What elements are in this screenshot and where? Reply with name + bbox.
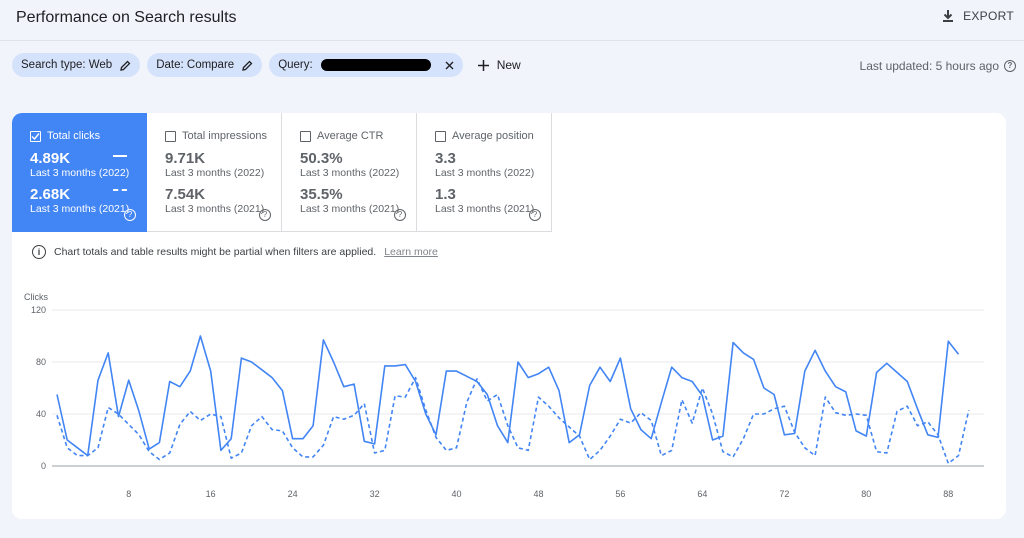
metric-value-current: 50.3% — [300, 150, 343, 167]
x-tick-label: 64 — [697, 489, 707, 499]
metric-value-previous: 7.54K — [165, 186, 206, 203]
checked-checkbox-icon[interactable] — [30, 130, 41, 142]
page-title: Performance on Search results — [16, 9, 237, 26]
series-line-previous — [56, 376, 970, 465]
pencil-icon[interactable] — [242, 60, 253, 71]
metric-period-current: Last 3 months (2022) — [435, 167, 535, 179]
metric-period-current: Last 3 months (2022) — [300, 167, 400, 179]
metric-value-previous: 2.68K — [30, 186, 71, 203]
help-icon[interactable]: ? — [529, 209, 541, 221]
metric-total-clicks[interactable]: Total clicks 4.89K Last 3 months (2022) … — [12, 113, 147, 232]
filter-bar: Search type: Web Date: Compare Query: Ne… — [12, 53, 521, 77]
metric-label: Total clicks — [47, 130, 101, 142]
query-filter-chip[interactable]: Query: — [269, 53, 463, 77]
metric-average-position[interactable]: Average position 3.3 Last 3 months (2022… — [417, 113, 552, 232]
new-filter-button[interactable]: New — [477, 58, 521, 72]
checkbox-icon[interactable] — [165, 130, 176, 142]
page-header: Performance on Search results EXPORT — [0, 0, 1024, 41]
export-button[interactable]: EXPORT — [941, 9, 1014, 23]
help-icon[interactable]: ? — [259, 209, 271, 221]
help-icon[interactable]: ? — [394, 209, 406, 221]
redacted-query-text — [320, 59, 431, 71]
info-icon: i — [32, 245, 46, 259]
metric-average-ctr[interactable]: Average CTR 50.3% Last 3 months (2022) 3… — [282, 113, 417, 232]
close-icon[interactable] — [445, 61, 454, 70]
notice-text: Chart totals and table results might be … — [54, 246, 377, 258]
x-tick-label: 56 — [615, 489, 625, 499]
x-tick-label: 32 — [370, 489, 380, 499]
y-tick-label: 0 — [41, 461, 46, 471]
metric-label: Total impressions — [182, 130, 267, 142]
y-tick-label: 80 — [36, 357, 46, 367]
pencil-icon[interactable] — [120, 60, 131, 71]
y-tick-label: 120 — [31, 305, 46, 315]
x-tick-label: 16 — [206, 489, 216, 499]
x-tick-label: 72 — [779, 489, 789, 499]
last-updated: Last updated: 5 hours ago ? — [860, 59, 1016, 73]
download-icon — [943, 10, 954, 22]
help-icon[interactable]: ? — [124, 209, 136, 221]
metric-value-previous: 1.3 — [435, 186, 456, 203]
metric-period-current: Last 3 months (2022) — [30, 167, 130, 179]
metric-value-current: 4.89K — [30, 150, 71, 167]
metric-value-previous: 35.5% — [300, 186, 343, 203]
metric-value-current: 9.71K — [165, 150, 206, 167]
metric-period-previous: Last 3 months (2021) — [300, 203, 400, 215]
chip-label: Date: Compare — [156, 59, 235, 71]
y-tick-label: 40 — [36, 409, 46, 419]
x-tick-label: 88 — [943, 489, 953, 499]
dashed-line-legend-icon — [113, 189, 127, 191]
learn-more-link[interactable]: Learn more — [384, 246, 438, 258]
last-updated-text: Last updated: 5 hours ago — [859, 59, 999, 73]
new-filter-label: New — [496, 58, 521, 72]
metric-period-current: Last 3 months (2022) — [165, 167, 265, 179]
metric-tabs: Total clicks 4.89K Last 3 months (2022) … — [12, 113, 552, 232]
checkbox-icon[interactable] — [300, 130, 311, 142]
metric-period-previous: Last 3 months (2021) — [30, 203, 130, 215]
chip-label: Query: — [278, 59, 313, 71]
series-line-current — [56, 335, 960, 457]
x-tick-label: 80 — [861, 489, 871, 499]
performance-card: Total clicks 4.89K Last 3 months (2022) … — [12, 113, 1006, 519]
clicks-line-chart: Clicks 0 40 80 120 8 16 24 32 40 48 56 64 72 80 88 — [24, 292, 984, 499]
metric-label: Average CTR — [317, 130, 384, 142]
help-icon[interactable]: ? — [1004, 60, 1016, 72]
checkbox-icon[interactable] — [435, 130, 446, 142]
metric-period-previous: Last 3 months (2021) — [165, 203, 265, 215]
metric-value-current: 3.3 — [435, 150, 456, 167]
date-filter-chip[interactable]: Date: Compare — [147, 53, 263, 77]
solid-line-legend-icon — [113, 155, 127, 157]
chip-label: Search type: Web — [21, 59, 113, 71]
metric-label: Average position — [452, 130, 534, 142]
x-tick-label: 40 — [452, 489, 462, 499]
partial-results-notice: i Chart totals and table results might b… — [32, 245, 438, 259]
export-label: EXPORT — [963, 9, 1014, 23]
x-tick-label: 48 — [533, 489, 543, 499]
y-axis-label: Clicks — [24, 292, 48, 302]
search-type-filter-chip[interactable]: Search type: Web — [12, 53, 141, 77]
plus-icon — [477, 59, 489, 71]
x-tick-label: 24 — [288, 489, 298, 499]
metric-total-impressions[interactable]: Total impressions 9.71K Last 3 months (2… — [147, 113, 282, 232]
x-tick-label: 8 — [126, 489, 131, 499]
metric-period-previous: Last 3 months (2021) — [435, 203, 535, 215]
